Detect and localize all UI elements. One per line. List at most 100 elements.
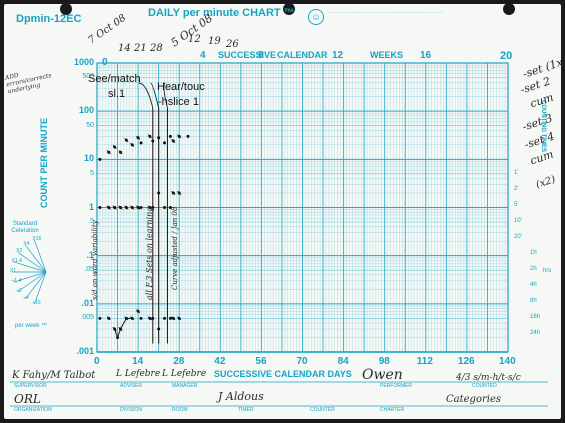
data-point <box>136 309 141 314</box>
charter-entry: Categories <box>446 394 501 405</box>
data-point <box>157 136 161 140</box>
date-note: 14 <box>118 43 131 54</box>
binder-hole <box>283 3 295 15</box>
chart-title: DAILY per minute CHART ™ <box>148 7 295 19</box>
data-point <box>98 316 102 320</box>
celeration-label: X1 <box>10 268 17 274</box>
field-label: ORGANIZATION <box>14 407 52 413</box>
data-point <box>177 134 182 139</box>
celeration-ray <box>25 244 47 273</box>
y-tick-label: .5 <box>88 217 94 225</box>
phase-change-line <box>163 82 168 109</box>
y-tick-label: .01 <box>81 297 94 308</box>
y-tick-label: 5 <box>90 169 94 177</box>
data-point <box>177 316 182 321</box>
data-point <box>139 316 143 320</box>
top-axis-label: 4 <box>200 50 206 61</box>
data-point <box>112 144 117 150</box>
data-point <box>130 142 135 147</box>
x-tick-label: 56 <box>255 356 267 367</box>
annotation-sl1: sl.1 <box>108 88 126 100</box>
top-axis-label: 12 <box>332 50 344 61</box>
x-tick-label: 28 <box>173 356 185 367</box>
right-axis-hrs: hrs <box>543 268 552 274</box>
right-tick-label: 1' <box>514 170 519 176</box>
x-tick-label: 112 <box>416 356 433 367</box>
right-tick-label: 4h <box>530 282 537 288</box>
celeration-label: ÷2 <box>16 287 22 294</box>
annotation-hslice: -hslice 1 <box>158 96 199 108</box>
data-point <box>186 134 190 138</box>
field-label: PERFORMER <box>380 383 412 389</box>
data-point <box>98 206 102 209</box>
data-point <box>139 206 143 209</box>
phase-change-line <box>150 82 160 109</box>
date-note: 28 <box>150 43 163 54</box>
data-point <box>171 316 176 321</box>
celeration-ray <box>13 271 47 283</box>
data-point <box>171 138 176 144</box>
publisher-note: ········································… <box>330 10 444 15</box>
y-tick-label: 1000 <box>73 57 94 67</box>
data-point <box>124 138 129 143</box>
data-point <box>151 316 155 320</box>
x-tick-label: 0 <box>94 356 100 367</box>
top-axis-label: CALENDAR <box>277 50 328 60</box>
top-axis-label: SUCCESSIVE <box>218 50 277 60</box>
field-label: SUPERVISOR <box>14 383 47 389</box>
top-axis-label: 16 <box>420 50 432 61</box>
chart-id: Dpmin-12EC <box>16 13 82 25</box>
field-label: ROOM <box>172 407 188 413</box>
data-point <box>157 327 161 331</box>
celeration-label: ÷4 <box>23 294 29 301</box>
data-point <box>147 205 152 210</box>
field-label: CHARTER <box>380 407 405 413</box>
vertical-note-1: s/d on word variability <box>91 220 99 300</box>
celeration-ray <box>34 239 47 273</box>
celeration-label: X1.4 <box>11 257 22 264</box>
right-tick-label: 8h <box>530 298 537 304</box>
data-point <box>157 191 161 195</box>
celeration-label: X4 <box>23 241 30 248</box>
y-tick-label: 100 <box>78 105 94 116</box>
data-point <box>130 205 135 210</box>
data-point <box>98 157 102 161</box>
data-point <box>163 206 167 209</box>
supervisor-entry: K Fahy/M Talbot <box>12 370 96 381</box>
binder-hole <box>60 3 72 15</box>
x-tick-label: 14 <box>132 356 144 367</box>
y-tick-label: 1 <box>88 201 94 212</box>
right-tick-label: 1h <box>530 250 537 256</box>
adviser-entry: L Lefebre <box>116 369 161 379</box>
data-point <box>168 206 172 209</box>
data-point <box>147 316 152 321</box>
data-point <box>147 134 152 139</box>
vertical-note-3: Curve adjusted / Jan 08 <box>171 206 179 290</box>
celeration-label: ÷1.4 <box>11 278 22 285</box>
field-label: MANAGER <box>172 383 198 389</box>
annotation-see-match: See/match <box>88 73 141 85</box>
right-tick-label: 5' <box>514 202 519 208</box>
data-point <box>163 141 167 145</box>
y-tick-label: 10 <box>83 153 94 164</box>
field-label: DIVISION <box>120 407 142 413</box>
right-tick-label: 2h <box>530 266 537 272</box>
right-tick-label: 24h <box>530 330 541 336</box>
data-point <box>151 206 155 209</box>
annotation-hear-touch: Hear/touc <box>157 81 205 93</box>
data-line <box>114 317 133 340</box>
data-point <box>136 205 141 210</box>
celeration-ray <box>25 271 47 300</box>
y-tick-label: .005 <box>80 314 94 322</box>
y-tick-label: .05 <box>84 266 94 274</box>
date-note: 21 <box>134 43 147 54</box>
data-point <box>106 205 111 210</box>
right-tick-label: 10' <box>514 218 522 224</box>
right-tick-label: 16h <box>530 314 541 320</box>
timer-entry: J Aldous <box>218 390 264 403</box>
x-axis-label: SUCCESSIVE CALENDAR DAYS <box>214 369 352 379</box>
data-point <box>106 150 111 155</box>
celeration-ray <box>17 271 47 292</box>
x-tick-label: 140 <box>499 356 516 367</box>
